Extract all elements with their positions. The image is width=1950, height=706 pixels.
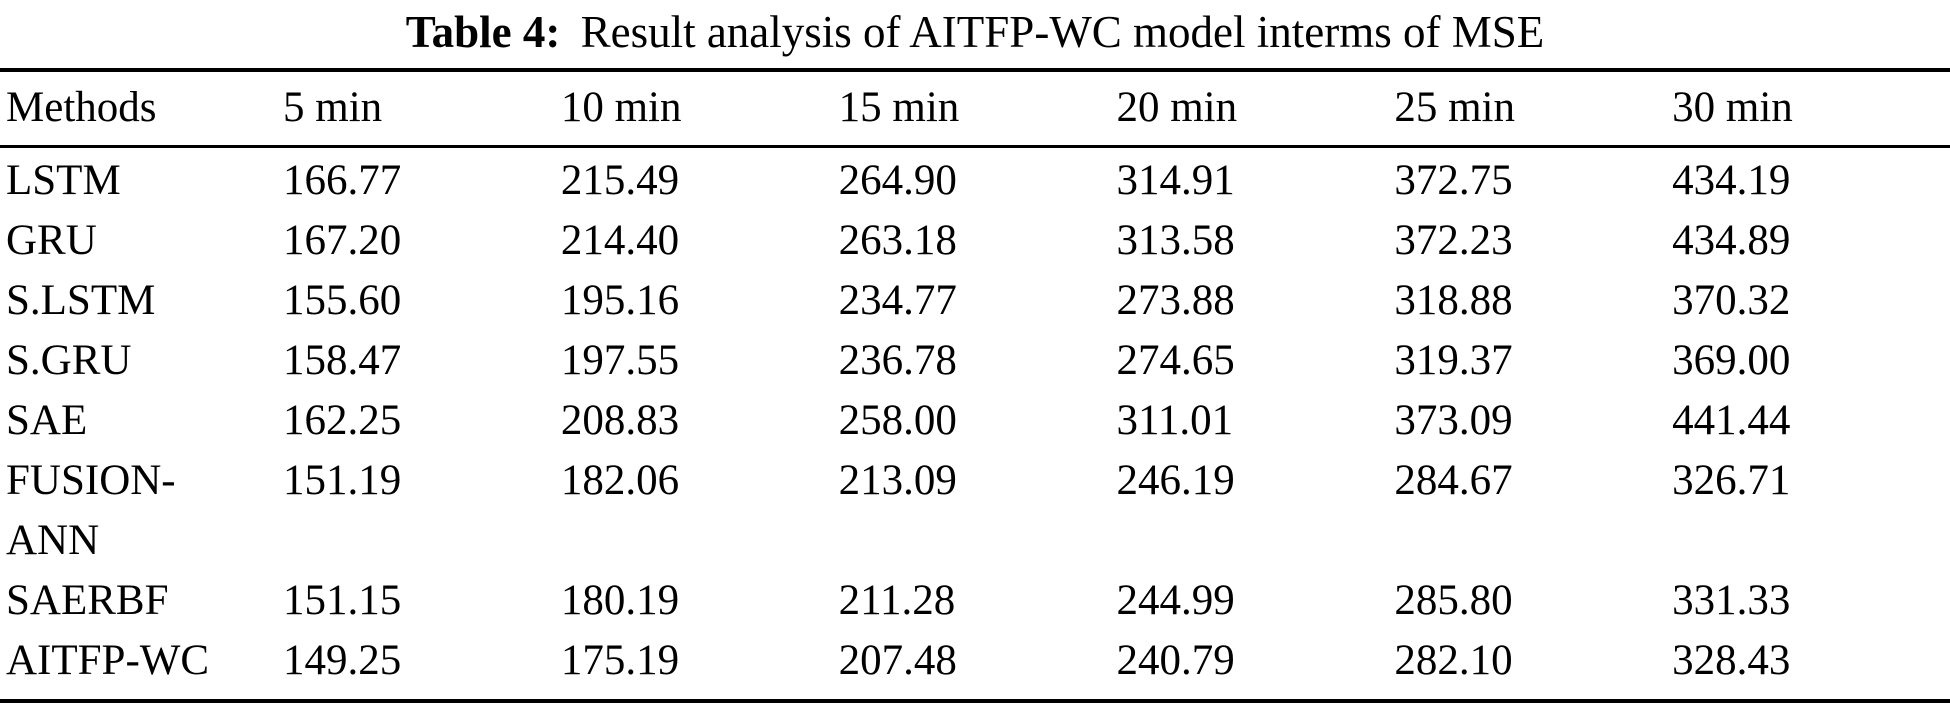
value-cell: 313.58 <box>1116 217 1235 264</box>
table-caption: Table 4: Result analysis of AITFP-WC mode… <box>0 0 1950 68</box>
value-cell: 314.91 <box>1116 157 1235 204</box>
method-label: SAE <box>6 397 88 444</box>
value-cell: 166.77 <box>283 157 402 204</box>
method-label: AITFP-WC <box>6 637 210 684</box>
table-header-row: Methods 5 min 10 min 15 min 20 min 25 min 30 m… <box>0 70 1950 148</box>
results-table: Methods 5 min 10 min 15 min 20 min 25 min 30 m… <box>0 68 1950 703</box>
value-cell: 158.47 <box>283 337 402 384</box>
column-header: 30 min <box>1672 70 1950 148</box>
value-cell: 274.65 <box>1116 337 1235 384</box>
table-caption-text: Result analysis of AITFP-WC model interm… <box>580 7 1545 57</box>
value-cell: 370.32 <box>1672 277 1791 324</box>
method-cell: LSTM <box>0 147 283 212</box>
value-cell: 434.19 <box>1672 157 1791 204</box>
value-cell: 319.37 <box>1394 337 1513 384</box>
column-header: 20 min <box>1116 70 1395 148</box>
method-cell: FUSION-ANN <box>0 451 283 571</box>
method-label: S.GRU <box>6 337 132 384</box>
value-cell: 331.33 <box>1672 577 1791 624</box>
value-cell: 207.48 <box>838 637 957 684</box>
value-cell: 328.43 <box>1672 637 1791 684</box>
value-cell: 318.88 <box>1394 277 1513 324</box>
value-cell: 311.01 <box>1116 397 1234 444</box>
value-cell: 180.19 <box>560 577 680 624</box>
column-header-methods: Methods <box>0 70 283 148</box>
column-header: 15 min <box>838 70 1117 148</box>
value-cell: 149.25 <box>283 637 402 684</box>
table-row: SAERBF 151.15 180.19 211.28 244.99 285.80 331.… <box>0 571 1950 631</box>
value-cell: 213.09 <box>838 457 957 504</box>
value-cell: 264.90 <box>838 157 957 204</box>
value-cell: 326.71 <box>1672 457 1791 504</box>
method-label: FUSION-ANN <box>6 457 176 564</box>
method-cell: SAE <box>0 391 283 451</box>
value-cell: 284.67 <box>1394 457 1513 504</box>
value-cell: 441.44 <box>1672 397 1791 444</box>
method-cell: SAERBF <box>0 571 283 631</box>
value-cell: 167.20 <box>283 217 402 264</box>
value-cell: 244.99 <box>1116 577 1235 624</box>
value-cell: 214.40 <box>560 217 680 264</box>
table-row: GRU 167.20 214.40 263.18 313.58 372.23 434.89 <box>0 211 1950 271</box>
value-cell: 155.60 <box>283 277 402 324</box>
value-cell: 236.78 <box>838 337 957 384</box>
value-cell: 246.19 <box>1116 457 1235 504</box>
table-caption-label: Table 4: <box>405 7 561 57</box>
value-cell: 175.19 <box>560 637 680 684</box>
method-label: S.LSTM <box>6 277 156 324</box>
table-row: FUSION-ANN 151.19 182.06 213.09 246.19 284.67… <box>0 451 1950 571</box>
method-label: LSTM <box>6 157 121 204</box>
value-cell: 263.18 <box>838 217 957 264</box>
value-cell: 273.88 <box>1116 277 1235 324</box>
value-cell: 182.06 <box>560 457 680 504</box>
method-label: SAERBF <box>6 577 169 624</box>
table-row: S.GRU 158.47 197.55 236.78 274.65 319.37 369.0… <box>0 331 1950 391</box>
column-header: 10 min <box>560 70 839 148</box>
value-cell: 282.10 <box>1394 637 1513 684</box>
table-row: AITFP-WC 149.25 175.19 207.48 240.79 282.10 32… <box>0 631 1950 701</box>
column-header: 25 min <box>1394 70 1673 148</box>
value-cell: 208.83 <box>560 397 680 444</box>
table-row: S.LSTM 155.60 195.16 234.77 273.88 318.88 370.… <box>0 271 1950 331</box>
value-cell: 151.19 <box>283 457 402 504</box>
value-cell: 195.16 <box>560 277 680 324</box>
table-row: SAE 162.25 208.83 258.00 311.01 373.09 441.44 <box>0 391 1950 451</box>
value-cell: 258.00 <box>838 397 957 444</box>
table-body: LSTM 166.77 215.49 264.90 314.91 372.75 434.19… <box>0 147 1950 702</box>
value-cell: 215.49 <box>560 157 680 204</box>
value-cell: 372.75 <box>1394 157 1513 204</box>
value-cell: 285.80 <box>1394 577 1513 624</box>
value-cell: 151.15 <box>283 577 402 624</box>
value-cell: 240.79 <box>1116 637 1235 684</box>
method-cell: AITFP-WC <box>0 631 283 701</box>
value-cell: 372.23 <box>1394 217 1513 264</box>
method-cell: GRU <box>0 211 283 271</box>
table-row: LSTM 166.77 215.49 264.90 314.91 372.75 434.19 <box>0 147 1950 212</box>
value-cell: 373.09 <box>1394 397 1513 444</box>
column-header: 5 min <box>283 70 561 148</box>
method-cell: S.GRU <box>0 331 283 391</box>
value-cell: 197.55 <box>560 337 680 384</box>
method-cell: S.LSTM <box>0 271 283 331</box>
value-cell: 162.25 <box>283 397 402 444</box>
value-cell: 211.28 <box>838 577 956 624</box>
value-cell: 434.89 <box>1672 217 1791 264</box>
value-cell: 369.00 <box>1672 337 1791 384</box>
method-label: GRU <box>6 217 97 264</box>
value-cell: 234.77 <box>838 277 957 324</box>
